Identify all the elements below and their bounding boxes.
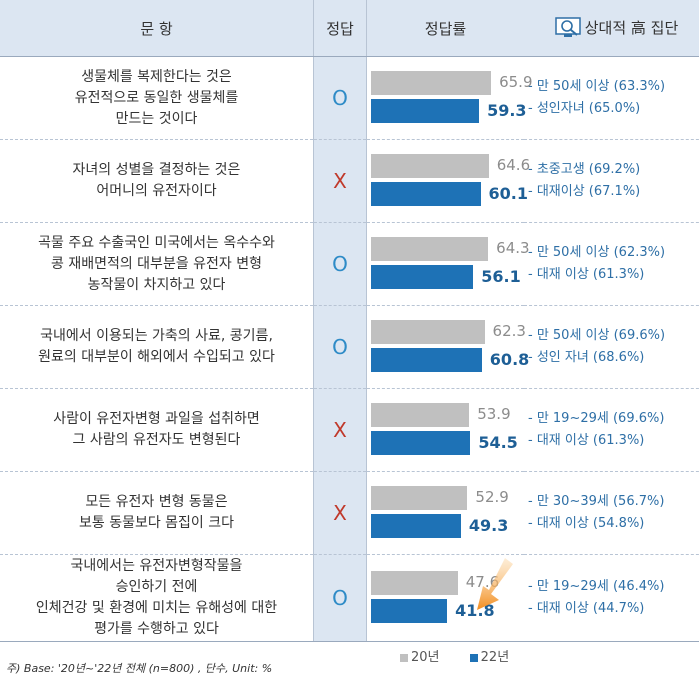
bar-2022 — [371, 348, 482, 372]
table-row: 자녀의 성별을 결정하는 것은 어머니의 유전자이다 X 64.6 60.1- 초중고… — [0, 139, 699, 223]
high-groups: - 만 50세 이상 (63.3%) - 성인자녀 (65.0%) — [524, 56, 699, 140]
bar-2022 — [371, 599, 448, 623]
group-item: - 만 19~29세 (46.4%) — [528, 579, 665, 594]
bar-2020 — [371, 403, 470, 427]
answer-mark: O — [313, 222, 367, 306]
header-rate: 정답률 — [366, 0, 524, 57]
group-item: - 만 30~39세 (56.7%) — [528, 494, 665, 509]
group-item: - 만 50세 이상 (63.3%) — [528, 79, 666, 94]
rate-bars: 65.9 59.3 — [367, 63, 533, 133]
bar-2020 — [371, 237, 489, 261]
rate-bars: 52.9 49.3 — [367, 478, 524, 548]
value-label-2020: 64.3 — [496, 239, 530, 257]
rate-cell: 53.9 54.5 — [366, 388, 524, 472]
bar-2022 — [371, 431, 471, 455]
table-row: 곡물 주요 수출국인 미국에서는 옥수수와 콩 재배면적의 대부분을 유전자 변… — [0, 222, 699, 306]
bar-2020 — [371, 320, 485, 344]
high-groups: - 만 50세 이상 (69.6%) - 성인 자녀 (68.6%) — [524, 305, 699, 389]
value-label-2022: 56.1 — [481, 267, 521, 286]
group-item: - 성인자녀 (65.0%) — [528, 101, 641, 116]
legend-swatch-20 — [400, 653, 408, 662]
rate-cell: 47.6 41.8 — [366, 554, 524, 642]
bar-2022 — [371, 514, 461, 538]
rate-bars: 64.6 60.1 — [367, 146, 530, 216]
answer-mark: O — [313, 56, 367, 140]
group-item: - 만 50세 이상 (62.3%) — [528, 245, 666, 260]
value-label-2020: 52.9 — [475, 488, 509, 506]
legend-item-22: 22년 — [469, 650, 510, 665]
question-text: 자녀의 성별을 결정하는 것은 어머니의 유전자이다 — [0, 139, 314, 223]
high-groups: - 초중고생 (69.2%) - 대재이상 (67.1%) — [524, 139, 699, 223]
rate-cell: 64.6 60.1 — [366, 139, 530, 223]
table-row: 모든 유전자 변형 동물은 보통 동물보다 몸집이 크다 X 52.9 49.3 - 만… — [0, 471, 699, 555]
question-text: 국내에서 이용되는 가축의 사료, 콩기름, 원료의 대부분이 해외에서 수입되… — [0, 305, 314, 389]
rate-bars: 62.3 60.8 — [367, 312, 529, 382]
question-text: 곡물 주요 수출국인 미국에서는 옥수수와 콩 재배면적의 대부분을 유전자 변… — [0, 222, 314, 306]
rate-cell: 64.3 56.1 — [366, 222, 530, 306]
question-text: 생물체를 복제한다는 것은 유전적으로 동일한 생물체를 만드는 것이다 — [0, 56, 314, 140]
magnifier-monitor-icon — [554, 17, 581, 38]
table-row: 국내에서 이용되는 가축의 사료, 콩기름, 원료의 대부분이 해외에서 수입되… — [0, 305, 699, 389]
answer-mark: X — [313, 139, 367, 223]
answer-mark: O — [313, 305, 367, 389]
bar-2022 — [371, 265, 474, 289]
high-groups: - 만 19~29세 (69.6%) - 대재 이상 (61.3%) — [524, 388, 699, 472]
bar-2020 — [371, 154, 489, 178]
header-groups-label: 상대적 高 집단 — [584, 18, 679, 37]
value-label-2022: 59.3 — [487, 101, 527, 120]
legend-label-22: 22년 — [480, 650, 510, 665]
quiz-table: 문 항 정답 정답률 상대적 高 집단 생물체를 복제한다는 것은 유전적으로 … — [0, 0, 699, 642]
high-groups: - 만 50세 이상 (62.3%) - 대재 이상 (61.3%) — [524, 222, 699, 306]
value-label-2022: 60.1 — [488, 184, 529, 203]
high-groups: - 만 30~39세 (56.7%) - 대재 이상 (54.8%) — [524, 471, 699, 555]
value-label-2022: 60.8 — [489, 350, 530, 369]
value-label-2020: 53.9 — [477, 405, 511, 423]
header-answer: 정답 — [313, 0, 367, 57]
table-row: 생물체를 복제한다는 것은 유전적으로 동일한 생물체를 만드는 것이다 O 65.… — [0, 56, 699, 140]
question-text: 모든 유전자 변형 동물은 보통 동물보다 몸집이 크다 — [0, 471, 314, 555]
footnote: 주) Base: '20년~'22년 전체 (n=800) , 단수, Unit… — [6, 662, 273, 675]
header-row: 문 항 정답 정답률 상대적 高 집단 — [0, 0, 699, 57]
rate-bars: 64.3 56.1 — [367, 229, 530, 299]
answer-mark: X — [313, 388, 367, 472]
answer-mark: X — [313, 471, 367, 555]
group-item: - 대재 이상 (61.3%) — [528, 433, 645, 448]
value-label-2022: 49.3 — [468, 516, 509, 535]
high-groups: - 만 19~29세 (46.4%) - 대재 이상 (44.7%) — [524, 554, 699, 642]
rate-bars: 53.9 54.5 — [367, 395, 524, 465]
table-row: 사람이 유전자변형 과일을 섭취하면 그 사람의 유전자도 변형된다 X 53.9 5… — [0, 388, 699, 472]
question-text: 사람이 유전자변형 과일을 섭취하면 그 사람의 유전자도 변형된다 — [0, 388, 314, 472]
rate-cell: 65.9 59.3 — [366, 56, 533, 140]
value-label-2020: 64.6 — [496, 156, 531, 174]
rate-bars: 47.6 41.8 — [367, 563, 524, 633]
group-item: - 대재 이상 (44.7%) — [528, 601, 645, 616]
table-row: 국내에서는 유전자변형작물을 승인하기 전에 인체건강 및 환경에 미치는 유해… — [0, 554, 699, 642]
rate-cell: 62.3 60.8 — [366, 305, 529, 389]
highlight-arrow-icon — [477, 558, 513, 610]
group-item: - 만 19~29세 (69.6%) — [528, 411, 665, 426]
group-item: - 성인 자녀 (68.6%) — [528, 350, 645, 365]
bar-2022 — [371, 99, 480, 123]
group-item: - 초중고생 (69.2%) — [528, 162, 641, 177]
answer-mark: O — [313, 554, 367, 642]
bar-2020 — [371, 71, 492, 95]
group-item: - 만 50세 이상 (69.6%) — [528, 328, 666, 343]
bar-2020 — [371, 571, 458, 595]
rate-cell: 52.9 49.3 — [366, 471, 524, 555]
bar-2022 — [371, 182, 481, 206]
group-item: - 대재 이상 (61.3%) — [528, 267, 645, 282]
bar-2020 — [371, 486, 468, 510]
value-label-2022: 54.5 — [478, 433, 518, 452]
header-groups: 상대적 高 집단 — [524, 0, 699, 57]
value-label-2020: 65.9 — [499, 73, 533, 91]
question-text: 국내에서는 유전자변형작물을 승인하기 전에 인체건강 및 환경에 미치는 유해… — [0, 554, 314, 642]
group-item: - 대재이상 (67.1%) — [528, 184, 641, 199]
group-item: - 대재 이상 (54.8%) — [528, 516, 645, 531]
legend-swatch-22 — [469, 653, 478, 662]
value-label-2020: 62.3 — [492, 322, 526, 340]
legend-item-20: 20년 — [400, 650, 440, 665]
legend: 20년 22년 — [400, 646, 535, 665]
legend-label-20: 20년 — [411, 650, 440, 665]
header-question: 문 항 — [0, 0, 314, 57]
